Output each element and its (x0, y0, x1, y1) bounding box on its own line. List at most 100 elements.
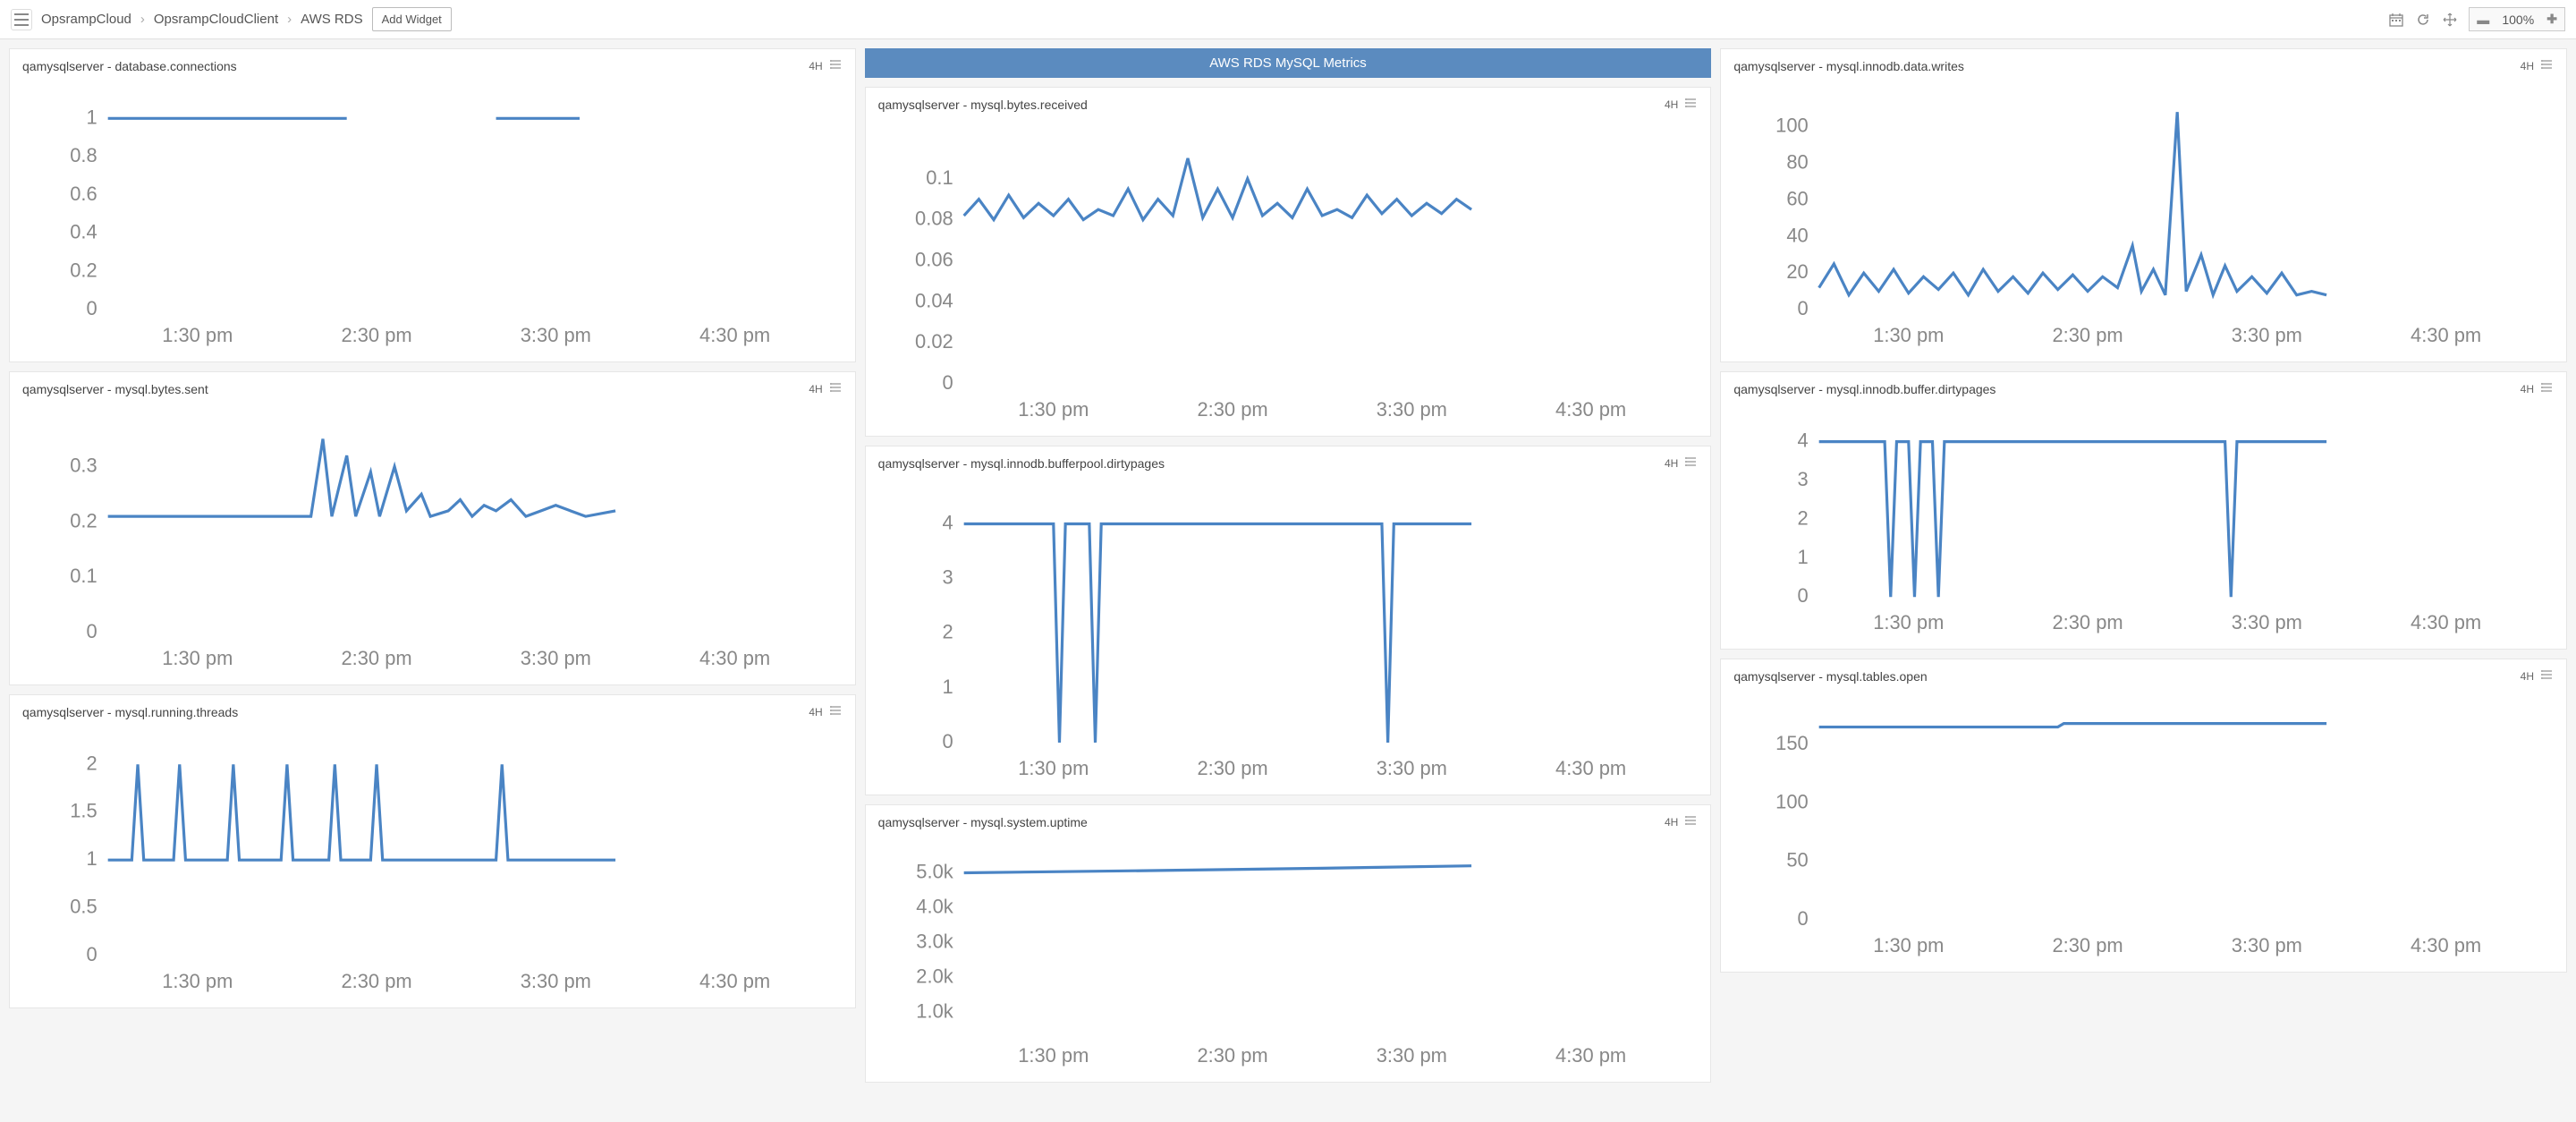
chart-area: 00.020.040.060.080.11:30 pm2:30 pm3:30 p… (866, 118, 1711, 436)
svg-text:4:30 pm: 4:30 pm (699, 970, 770, 992)
svg-text:1:30 pm: 1:30 pm (162, 970, 233, 992)
chart-widget-db_conn: qamysqlserver - database.connections 4H … (9, 48, 856, 362)
svg-text:2:30 pm: 2:30 pm (2053, 934, 2123, 956)
svg-text:2:30 pm: 2:30 pm (2053, 324, 2123, 346)
svg-text:0.04: 0.04 (915, 289, 953, 311)
zoom-in-icon[interactable]: ✚ (2546, 12, 2557, 27)
svg-text:0: 0 (87, 943, 97, 965)
widget-title: qamysqlserver - mysql.running.threads (22, 705, 801, 719)
svg-text:60: 60 (1787, 187, 1809, 209)
widget-menu-icon[interactable] (2541, 668, 2554, 684)
widget-menu-icon[interactable] (1685, 814, 1698, 830)
svg-text:0.1: 0.1 (70, 565, 97, 587)
svg-text:2:30 pm: 2:30 pm (341, 324, 411, 346)
svg-text:1:30 pm: 1:30 pm (162, 647, 233, 669)
widget-title: qamysqlserver - mysql.system.uptime (878, 815, 1657, 829)
svg-text:0.4: 0.4 (70, 221, 97, 243)
chart-widget-data_writes: qamysqlserver - mysql.innodb.data.writes… (1720, 48, 2567, 362)
svg-text:4:30 pm: 4:30 pm (699, 324, 770, 346)
chart-area: 1.0k2.0k3.0k4.0k5.0k1:30 pm2:30 pm3:30 p… (866, 836, 1711, 1082)
svg-text:1.0k: 1.0k (916, 999, 953, 1022)
dashboard-column-1: qamysqlserver - database.connections 4H … (9, 48, 856, 1083)
widget-menu-icon[interactable] (2541, 381, 2554, 397)
svg-text:1:30 pm: 1:30 pm (1874, 934, 1945, 956)
chart-widget-tables_open: qamysqlserver - mysql.tables.open 4H 050… (1720, 659, 2567, 973)
svg-text:0: 0 (87, 620, 97, 642)
breadcrumb-level-2[interactable]: OpsrampCloudClient (154, 12, 278, 27)
refresh-icon[interactable] (2415, 12, 2431, 28)
widget-header: qamysqlserver - mysql.innodb.buffer.dirt… (1721, 372, 2566, 403)
svg-text:2:30 pm: 2:30 pm (341, 647, 411, 669)
svg-text:150: 150 (1775, 732, 1809, 754)
svg-text:0.6: 0.6 (70, 183, 97, 205)
widget-menu-icon[interactable] (1685, 455, 1698, 472)
chart-widget-bytes_sent: qamysqlserver - mysql.bytes.sent 4H 0 0.1… (9, 371, 856, 685)
breadcrumb-level-1[interactable]: OpsrampCloud (41, 12, 131, 27)
svg-text:80: 80 (1787, 150, 1809, 173)
widget-menu-icon[interactable] (1685, 97, 1698, 113)
svg-text:1:30 pm: 1:30 pm (1018, 398, 1089, 421)
zoom-out-icon[interactable]: ▬ (2477, 13, 2489, 27)
svg-text:3.0k: 3.0k (916, 930, 953, 952)
widget-header: qamysqlserver - mysql.tables.open 4H (1721, 659, 2566, 690)
svg-text:40: 40 (1787, 224, 1809, 246)
widget-title: qamysqlserver - database.connections (22, 59, 801, 73)
chart-widget-buffer_dirty: qamysqlserver - mysql.innodb.buffer.dirt… (1720, 371, 2567, 650)
svg-text:0.2: 0.2 (70, 509, 97, 531)
svg-text:0.08: 0.08 (915, 208, 953, 230)
svg-text:4:30 pm: 4:30 pm (1555, 757, 1626, 779)
dashboard-column-3: qamysqlserver - mysql.innodb.data.writes… (1720, 48, 2567, 1083)
widget-title: qamysqlserver - mysql.innodb.data.writes (1733, 59, 2512, 73)
svg-text:3:30 pm: 3:30 pm (521, 324, 591, 346)
breadcrumb-level-3[interactable]: AWS RDS (301, 12, 362, 27)
svg-text:2:30 pm: 2:30 pm (341, 970, 411, 992)
add-widget-button[interactable]: Add Widget (372, 7, 452, 31)
widget-header: qamysqlserver - mysql.innodb.data.writes… (1721, 49, 2566, 80)
hamburger-menu-icon[interactable] (11, 9, 32, 30)
widget-header: qamysqlserver - mysql.bytes.sent 4H (10, 372, 855, 403)
calendar-icon[interactable] (2388, 12, 2404, 28)
svg-text:1: 1 (87, 847, 97, 870)
svg-text:1.5: 1.5 (70, 800, 97, 822)
widget-menu-icon[interactable] (830, 381, 843, 397)
svg-text:2:30 pm: 2:30 pm (1197, 757, 1267, 779)
svg-text:3:30 pm: 3:30 pm (2232, 611, 2302, 633)
chart-widget-bufferpool_dirty: qamysqlserver - mysql.innodb.bufferpool.… (865, 446, 1712, 795)
widget-title: qamysqlserver - mysql.innodb.buffer.dirt… (1733, 382, 2512, 396)
svg-text:4: 4 (1798, 429, 1809, 452)
svg-text:4:30 pm: 4:30 pm (699, 647, 770, 669)
svg-text:0: 0 (1798, 907, 1809, 930)
widget-menu-icon[interactable] (830, 704, 843, 720)
widget-menu-icon[interactable] (2541, 58, 2554, 74)
widget-header: qamysqlserver - mysql.running.threads 4H (10, 695, 855, 726)
svg-text:3:30 pm: 3:30 pm (1376, 1044, 1446, 1067)
svg-text:100: 100 (1775, 115, 1809, 137)
svg-text:4:30 pm: 4:30 pm (1555, 1044, 1626, 1067)
chart-area: 0 0.1 0.2 0.3 1:30 pm 2:30 pm 3:30 pm 4:30 pm (10, 403, 855, 684)
time-range-label: 4H (1665, 457, 1678, 470)
svg-text:1: 1 (942, 676, 953, 698)
svg-text:0: 0 (1798, 584, 1809, 607)
svg-text:2:30 pm: 2:30 pm (2053, 611, 2123, 633)
widget-header: qamysqlserver - database.connections 4H (10, 49, 855, 80)
chevron-right-icon: › (140, 12, 145, 27)
dashboard-column-2: AWS RDS MySQL Metrics qamysqlserver - my… (865, 48, 1712, 1083)
move-icon[interactable] (2442, 12, 2458, 28)
svg-text:0: 0 (1798, 297, 1809, 319)
svg-text:4:30 pm: 4:30 pm (2411, 324, 2481, 346)
svg-text:5.0k: 5.0k (916, 860, 953, 882)
svg-text:4: 4 (942, 511, 953, 533)
svg-text:0: 0 (87, 297, 97, 319)
svg-text:1:30 pm: 1:30 pm (162, 324, 233, 346)
svg-text:4.0k: 4.0k (916, 895, 953, 917)
widget-header: qamysqlserver - mysql.bytes.received 4H (866, 88, 1711, 118)
widget-menu-icon[interactable] (830, 58, 843, 74)
chart-area: 012341:30 pm2:30 pm3:30 pm4:30 pm (1721, 403, 2566, 649)
section-header: AWS RDS MySQL Metrics (865, 48, 1712, 78)
svg-text:2:30 pm: 2:30 pm (1197, 1044, 1267, 1067)
widget-header: qamysqlserver - mysql.system.uptime 4H (866, 805, 1711, 836)
svg-text:0.3: 0.3 (70, 454, 97, 476)
svg-text:3:30 pm: 3:30 pm (521, 647, 591, 669)
chart-area: 00.511.521:30 pm2:30 pm3:30 pm4:30 pm (10, 726, 855, 1007)
svg-text:100: 100 (1775, 790, 1809, 812)
